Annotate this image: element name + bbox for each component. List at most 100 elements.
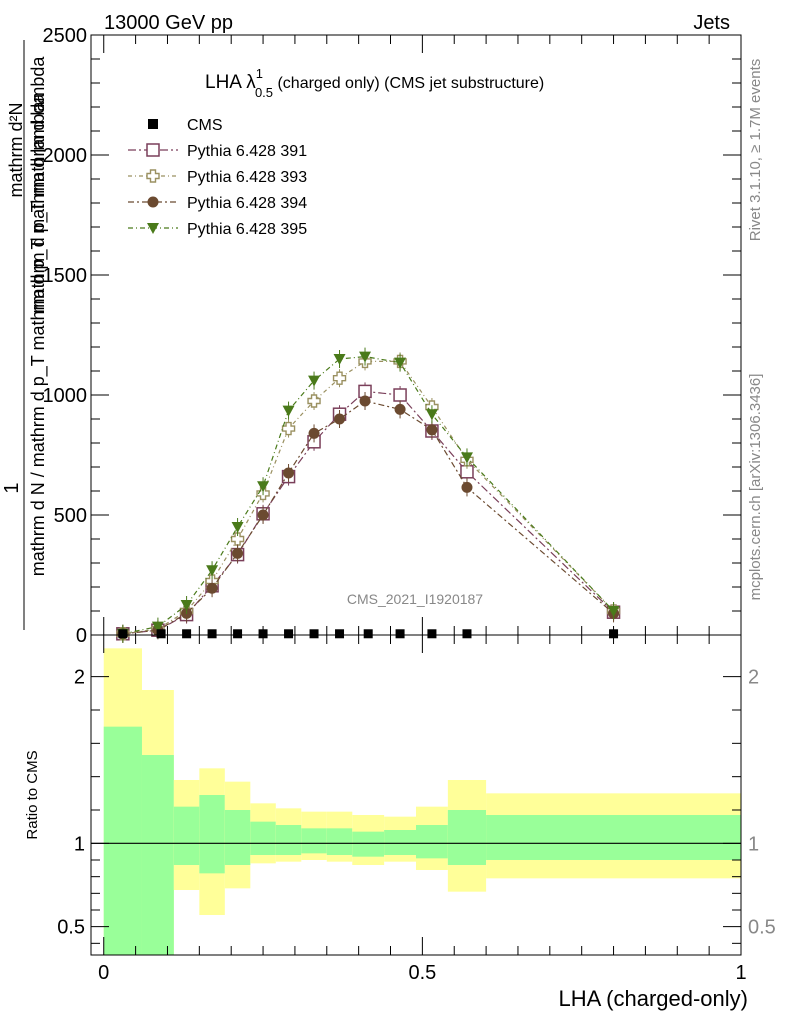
main-plot: 0 500 1000 1500 2000 2500 CMS_2021_I1920187 L… <box>1 25 742 647</box>
series-point <box>425 409 438 421</box>
ratio-y-tick-label: 0.5 <box>57 917 85 939</box>
legend-item: Pythia 6.428 395 <box>128 221 307 238</box>
analysis-watermark: CMS_2021_I1920187 <box>347 591 483 607</box>
cms-point <box>156 629 166 639</box>
cms-points-group <box>118 629 619 639</box>
series-point <box>332 371 347 385</box>
main-axis-ticks: 0 500 1000 1500 2000 2500 <box>43 25 742 647</box>
legend-marker <box>147 196 159 208</box>
series-point <box>393 388 407 402</box>
ratio-band-inner <box>486 815 741 860</box>
cms-point <box>395 629 405 639</box>
y-tick-label: 500 <box>54 505 87 527</box>
series-point <box>333 354 346 365</box>
ratio-y-tick-label: 1 <box>74 833 85 855</box>
y-tick-label: 1500 <box>43 265 88 287</box>
y-axis-label: 1 mathrm d N / mathrm d p_T mathrm d p_T… <box>1 40 49 630</box>
ratio-band-inner <box>173 806 200 865</box>
legend-marker <box>147 223 159 234</box>
ratio-axis-ticks: 0.5 0.5 1 1 2 2 0 0.5 1 <box>57 635 776 984</box>
cms-point <box>427 629 437 639</box>
rivet-label: Rivet 3.1.10, ≥ 1.7M events <box>747 59 764 242</box>
series-line <box>122 355 614 635</box>
cms-point <box>309 629 319 639</box>
series-point <box>257 509 269 521</box>
cms-point <box>609 629 619 639</box>
legend-item-cms: CMS <box>148 117 223 134</box>
series-point <box>231 522 244 533</box>
y-tick-label: 0 <box>76 625 87 647</box>
x-tick-label: 0 <box>98 962 109 984</box>
series-point <box>282 405 295 417</box>
ratio-y-tick-label-right: 0.5 <box>748 917 776 939</box>
legend-marker <box>146 143 160 157</box>
x-tick-label: 1 <box>735 962 746 984</box>
series-point <box>359 351 372 363</box>
x-tick-label: 0.5 <box>408 962 436 984</box>
legend-marker <box>146 169 160 183</box>
ratio-band-inner <box>447 810 487 865</box>
series-point <box>151 621 164 633</box>
series-point <box>308 375 321 387</box>
ratio-y-tick-label-right: 2 <box>748 667 759 689</box>
header-right: Jets <box>693 12 730 34</box>
ratio-band-inner <box>416 825 448 859</box>
y-label-line-2: mathrm d p_T mathrm d lambda <box>28 56 49 314</box>
series-point <box>394 403 406 415</box>
series-point <box>359 395 371 407</box>
ratio-band-inner <box>141 755 174 955</box>
chart-title: LHA λ1 0.5 (charged only) (CMS jet substr… <box>205 66 544 100</box>
ratio-band-inner <box>301 828 327 854</box>
ratio-band-inner <box>275 825 302 855</box>
ratio-band-inner <box>224 810 251 865</box>
cms-point <box>284 629 294 639</box>
ratio-y-tick-label: 2 <box>74 667 85 689</box>
legend-item: Pythia 6.428 393 <box>128 169 307 186</box>
series-point <box>281 421 296 436</box>
legend-label: Pythia 6.428 394 <box>187 195 307 212</box>
cms-point <box>258 629 268 639</box>
series-point <box>426 424 438 436</box>
cms-point <box>233 629 243 639</box>
series-line <box>122 390 614 635</box>
y-label-line-1: mathrm d²N <box>6 102 26 197</box>
cms-point <box>182 629 192 639</box>
cms-point <box>363 629 373 639</box>
series-point <box>206 582 218 594</box>
series-point <box>307 394 321 408</box>
ratio-y-tick-label-right: 1 <box>748 833 759 855</box>
cms-point <box>207 629 217 639</box>
series-point <box>230 532 245 546</box>
cms-point <box>335 629 345 639</box>
series-point <box>460 452 473 464</box>
ratio-band-inner <box>250 821 276 855</box>
ratio-frame <box>90 634 742 956</box>
x-axis-label: LHA (charged-only) <box>558 986 748 1011</box>
series-point <box>283 467 295 479</box>
series-point <box>206 565 219 577</box>
series-point <box>607 606 620 617</box>
header-left: 13000 GeV pp <box>104 12 233 34</box>
series-point <box>308 427 320 439</box>
series-line <box>122 360 614 635</box>
cms-point <box>462 629 472 639</box>
ratio-band-inner <box>103 726 142 955</box>
y-tick-label: 2000 <box>43 145 88 167</box>
series-point <box>461 481 473 493</box>
series-point <box>232 547 244 559</box>
series-point <box>257 481 270 493</box>
y-tick-label: 1000 <box>43 385 88 407</box>
mcplots-label: mcplots.cern.ch [arXiv:1306.3436] <box>747 374 764 601</box>
ratio-y-label: Ratio to CMS <box>24 750 41 839</box>
y-label-numerator: 1 <box>1 482 23 493</box>
y-label-denominator: mathrm d N / mathrm d p_T mathrm d p_T m… <box>28 93 49 576</box>
series-point <box>394 357 407 369</box>
ratio-band-inner <box>352 831 385 857</box>
legend-marker-cms <box>148 119 158 129</box>
ratio-bands <box>103 648 741 955</box>
legend-label: Pythia 6.428 393 <box>187 169 307 186</box>
legend-item: Pythia 6.428 394 <box>128 195 307 212</box>
ratio-plot: 0.5 0.5 1 1 2 2 0 0.5 1 Ratio to CMS LHA (charge… <box>24 634 776 1011</box>
series-point <box>180 600 193 611</box>
